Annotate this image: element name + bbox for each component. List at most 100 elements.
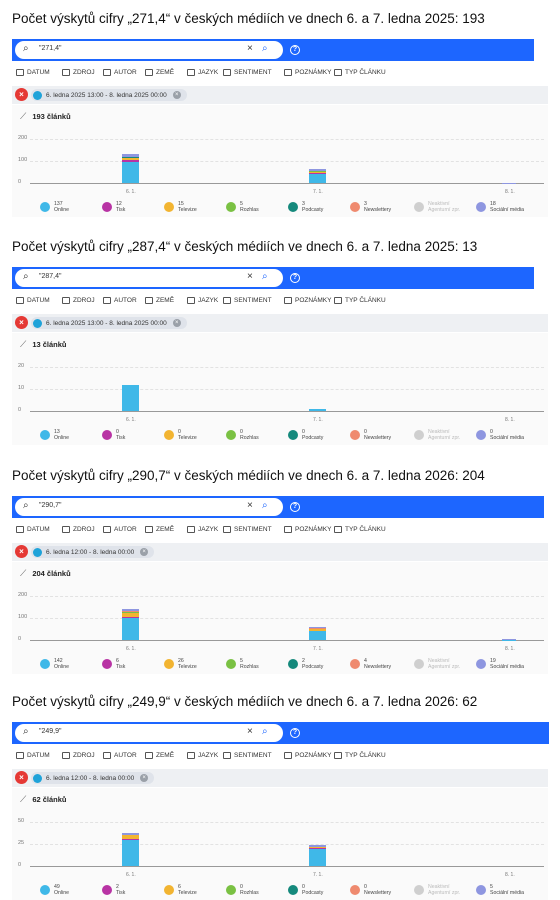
toolbar-item-1[interactable]: ZDROJ <box>62 297 95 304</box>
legend-item[interactable]: Neaktivní Agenturní zpr. <box>414 884 460 896</box>
legend-item[interactable]: 5 Sociální média <box>476 884 524 896</box>
clear-icon[interactable]: × <box>247 500 253 511</box>
legend-item[interactable]: 26 Televize <box>164 658 197 670</box>
toolbar-item-5[interactable]: SENTIMENT <box>223 752 272 759</box>
toolbar-item-2[interactable]: AUTOR <box>103 297 137 304</box>
toolbar-item-3[interactable]: ZEMĚ <box>145 752 174 759</box>
legend-item[interactable]: 6 Televize <box>164 884 197 896</box>
toolbar-item-2[interactable]: AUTOR <box>103 526 137 533</box>
legend-item[interactable]: 15 Televize <box>164 201 197 213</box>
y-tick-label: 100 <box>18 614 28 620</box>
legend-item[interactable]: 0 Rozhlas <box>226 429 259 441</box>
legend-item[interactable]: 0 Newslettery <box>350 429 391 441</box>
legend-item[interactable]: 0 Televize <box>164 429 197 441</box>
toolbar-item-6[interactable]: POZNÁMKY <box>284 69 331 76</box>
legend-item[interactable]: 0 Podcasty <box>288 429 323 441</box>
legend-item[interactable]: 142 Online <box>40 658 69 670</box>
date-range-chip[interactable]: 6. ledna 2025 13:00 - 8. ledna 2025 00:0… <box>31 89 187 101</box>
legend-item[interactable]: 6 Tisk <box>102 658 125 670</box>
legend-item[interactable]: Neaktivní Agenturní zpr. <box>414 429 460 441</box>
toolbar-item-6[interactable]: POZNÁMKY <box>284 526 331 533</box>
toolbar-item-3[interactable]: ZEMĚ <box>145 297 174 304</box>
toolbar-item-6[interactable]: POZNÁMKY <box>284 752 331 759</box>
search-submit-icon[interactable]: ⌕ <box>262 271 268 282</box>
clear-icon[interactable]: × <box>247 271 253 282</box>
legend-item[interactable]: 5 Rozhlas <box>226 201 259 213</box>
legend-item[interactable]: 0 Sociální média <box>476 429 524 441</box>
toolbar-item-5[interactable]: SENTIMENT <box>223 526 272 533</box>
date-range-chip[interactable]: 6. ledna 12:00 - 8. ledna 00:00 × <box>31 546 155 558</box>
search-query[interactable]: "249,9" <box>39 728 62 735</box>
clear-icon[interactable]: × <box>247 43 253 54</box>
legend-item[interactable]: 3 Newslettery <box>350 201 391 213</box>
toolbar-item-3[interactable]: ZEMĚ <box>145 526 174 533</box>
toolbar-item-1[interactable]: ZDROJ <box>62 69 95 76</box>
legend-item[interactable]: 13 Online <box>40 429 69 441</box>
toolbar-item-5[interactable]: SENTIMENT <box>223 297 272 304</box>
help-icon[interactable]: ? <box>290 45 300 55</box>
search-submit-icon[interactable]: ⌕ <box>262 43 268 54</box>
legend-item[interactable]: 18 Sociální média <box>476 201 524 213</box>
x-axis-line <box>30 183 544 184</box>
legend-count: 5 <box>490 884 493 890</box>
toolbar-item-0[interactable]: DATUM <box>16 297 50 304</box>
legend-item[interactable]: Neaktivní Agenturní zpr. <box>414 658 460 670</box>
date-range-chip[interactable]: 6. ledna 2025 13:00 - 8. ledna 2025 00:0… <box>31 317 187 329</box>
toolbar-item-4[interactable]: JAZYK <box>187 297 218 304</box>
help-icon[interactable]: ? <box>290 502 300 512</box>
toolbar-item-7[interactable]: TYP ČLÁNKU <box>334 297 386 304</box>
legend-item[interactable]: 5 Rozhlas <box>226 658 259 670</box>
help-icon[interactable]: ? <box>290 728 300 738</box>
legend-item[interactable]: 2 Tisk <box>102 884 125 896</box>
remove-chip-icon[interactable]: × <box>140 774 149 782</box>
legend-item[interactable]: Neaktivní Agenturní zpr. <box>414 201 460 213</box>
clear-icon[interactable]: × <box>247 726 253 737</box>
search-input[interactable]: ⌕ "287,4" × ⌕ <box>15 269 283 287</box>
toolbar-item-0[interactable]: DATUM <box>16 526 50 533</box>
search-query[interactable]: "287,4" <box>39 273 62 280</box>
toolbar-item-7[interactable]: TYP ČLÁNKU <box>334 752 386 759</box>
remove-chip-icon[interactable]: × <box>172 91 181 99</box>
toolbar-item-1[interactable]: ZDROJ <box>62 526 95 533</box>
search-query[interactable]: "290,7" <box>39 502 62 509</box>
legend-item[interactable]: 137 Online <box>40 201 69 213</box>
toolbar-item-4[interactable]: JAZYK <box>187 69 218 76</box>
clear-filters-icon[interactable]: × <box>15 545 28 558</box>
search-submit-icon[interactable]: ⌕ <box>262 726 268 737</box>
help-icon[interactable]: ? <box>290 273 300 283</box>
legend-item[interactable]: 3 Podcasty <box>288 201 323 213</box>
toolbar-item-2[interactable]: AUTOR <box>103 69 137 76</box>
remove-chip-icon[interactable]: × <box>172 319 181 327</box>
legend-item[interactable]: 49 Online <box>40 884 69 896</box>
legend-item[interactable]: 4 Newslettery <box>350 658 391 670</box>
toolbar-item-3[interactable]: ZEMĚ <box>145 69 174 76</box>
toolbar-label: DATUM <box>27 297 50 304</box>
toolbar-item-4[interactable]: JAZYK <box>187 526 218 533</box>
legend-item[interactable]: 0 Rozhlas <box>226 884 259 896</box>
toolbar-item-0[interactable]: DATUM <box>16 69 50 76</box>
legend-item[interactable]: 0 Podcasty <box>288 884 323 896</box>
toolbar-item-7[interactable]: TYP ČLÁNKU <box>334 69 386 76</box>
legend-item[interactable]: 19 Sociální média <box>476 658 524 670</box>
clear-filters-icon[interactable]: × <box>15 771 28 784</box>
toolbar-item-1[interactable]: ZDROJ <box>62 752 95 759</box>
toolbar-item-4[interactable]: JAZYK <box>187 752 218 759</box>
clear-filters-icon[interactable]: × <box>15 88 28 101</box>
search-submit-icon[interactable]: ⌕ <box>262 500 268 511</box>
clear-filters-icon[interactable]: × <box>15 316 28 329</box>
search-input[interactable]: ⌕ "290,7" × ⌕ <box>15 498 283 516</box>
search-input[interactable]: ⌕ "249,9" × ⌕ <box>15 724 283 742</box>
toolbar-item-7[interactable]: TYP ČLÁNKU <box>334 526 386 533</box>
legend-item[interactable]: 0 Newslettery <box>350 884 391 896</box>
search-input[interactable]: ⌕ "271,4" × ⌕ <box>15 41 283 59</box>
toolbar-item-2[interactable]: AUTOR <box>103 752 137 759</box>
date-range-chip[interactable]: 6. ledna 12:00 - 8. ledna 00:00 × <box>31 772 155 784</box>
legend-item[interactable]: 2 Podcasty <box>288 658 323 670</box>
toolbar-item-0[interactable]: DATUM <box>16 752 50 759</box>
legend-item[interactable]: 0 Tisk <box>102 429 125 441</box>
toolbar-item-5[interactable]: SENTIMENT <box>223 69 272 76</box>
search-query[interactable]: "271,4" <box>39 45 62 52</box>
legend-item[interactable]: 12 Tisk <box>102 201 125 213</box>
remove-chip-icon[interactable]: × <box>140 548 149 556</box>
toolbar-item-6[interactable]: POZNÁMKY <box>284 297 331 304</box>
